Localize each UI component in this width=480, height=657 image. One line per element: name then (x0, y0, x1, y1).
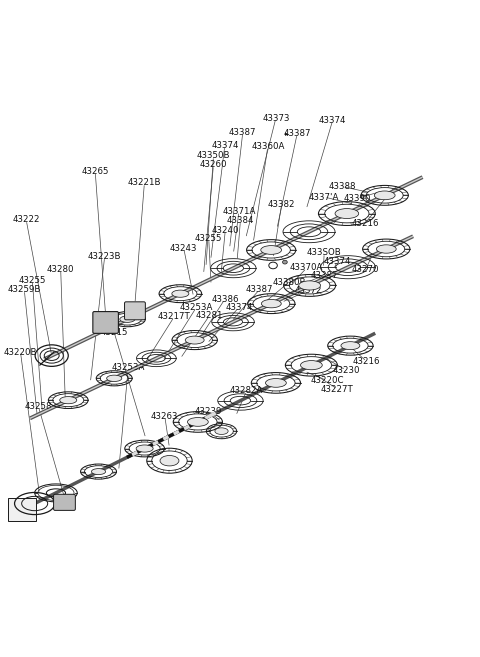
Ellipse shape (215, 428, 228, 434)
Ellipse shape (107, 375, 122, 382)
Ellipse shape (172, 290, 189, 297)
FancyBboxPatch shape (124, 302, 145, 320)
Text: 43243: 43243 (170, 244, 197, 252)
Text: 43374: 43374 (211, 141, 239, 150)
Text: 43371A: 43371A (222, 207, 256, 215)
Ellipse shape (261, 246, 282, 254)
Text: 43260: 43260 (200, 160, 227, 170)
Text: 43282A: 43282A (230, 386, 263, 396)
Ellipse shape (120, 316, 135, 323)
Text: 43223B: 43223B (88, 252, 121, 261)
Text: 43215: 43215 (100, 328, 128, 337)
Text: 43281: 43281 (196, 311, 223, 320)
Text: 43387: 43387 (246, 285, 273, 294)
Text: 43270: 43270 (352, 265, 380, 274)
Text: 43263: 43263 (151, 411, 179, 420)
Text: 43227T: 43227T (321, 384, 354, 394)
Text: 43390: 43390 (344, 194, 371, 203)
Text: 43350B: 43350B (197, 151, 230, 160)
Text: 43374: 43374 (319, 116, 347, 125)
Text: 43220C: 43220C (310, 376, 344, 385)
FancyBboxPatch shape (8, 498, 36, 521)
Text: 43387: 43387 (311, 271, 338, 280)
Ellipse shape (60, 397, 77, 404)
Text: 43258: 43258 (24, 402, 52, 411)
Ellipse shape (265, 378, 286, 387)
Ellipse shape (185, 336, 204, 344)
Ellipse shape (335, 208, 359, 219)
Text: 43216: 43216 (353, 357, 381, 366)
Ellipse shape (341, 342, 360, 350)
Text: 43382: 43382 (268, 200, 295, 209)
Ellipse shape (300, 361, 322, 370)
Text: 43220B: 43220B (4, 348, 37, 357)
Text: 43253A: 43253A (180, 303, 213, 311)
Text: 43255: 43255 (195, 234, 223, 243)
Text: 433SOB: 433SOB (307, 248, 342, 258)
Text: 43230: 43230 (332, 366, 360, 374)
Text: 43380B: 43380B (273, 278, 306, 286)
Ellipse shape (188, 418, 208, 426)
Text: 43265: 43265 (82, 167, 109, 176)
Text: 43240: 43240 (212, 225, 239, 235)
Text: 4337'A: 4337'A (309, 193, 339, 202)
Text: 43374: 43374 (225, 303, 253, 311)
Text: 43217T: 43217T (158, 312, 191, 321)
Text: 43373: 43373 (262, 114, 289, 122)
Text: 43239: 43239 (195, 407, 222, 416)
Ellipse shape (283, 260, 287, 264)
Text: 43222: 43222 (12, 215, 40, 224)
Text: 43360A: 43360A (251, 142, 285, 151)
FancyBboxPatch shape (93, 311, 119, 333)
Ellipse shape (299, 281, 321, 290)
Text: 43255: 43255 (19, 276, 46, 284)
Text: 43374: 43374 (324, 257, 351, 266)
Ellipse shape (136, 445, 153, 452)
Text: ▸: ▸ (285, 131, 288, 137)
Ellipse shape (91, 468, 106, 474)
Text: 43370A: 43370A (290, 263, 324, 273)
Text: 43387: 43387 (284, 129, 311, 138)
Ellipse shape (262, 300, 281, 308)
FancyBboxPatch shape (54, 494, 75, 510)
Text: 43253A: 43253A (112, 363, 145, 372)
Text: 43216: 43216 (351, 219, 379, 228)
Text: 43259B: 43259B (8, 285, 41, 294)
Text: 43386: 43386 (211, 295, 239, 304)
Text: 43280: 43280 (47, 265, 74, 274)
Text: 43221B: 43221B (128, 178, 161, 187)
Ellipse shape (374, 191, 395, 200)
Text: 43387: 43387 (229, 127, 256, 137)
Text: 43384: 43384 (227, 216, 254, 225)
Text: 43388: 43388 (328, 182, 356, 191)
Ellipse shape (376, 245, 396, 253)
Ellipse shape (160, 455, 179, 466)
Text: 43372: 43372 (294, 286, 322, 295)
